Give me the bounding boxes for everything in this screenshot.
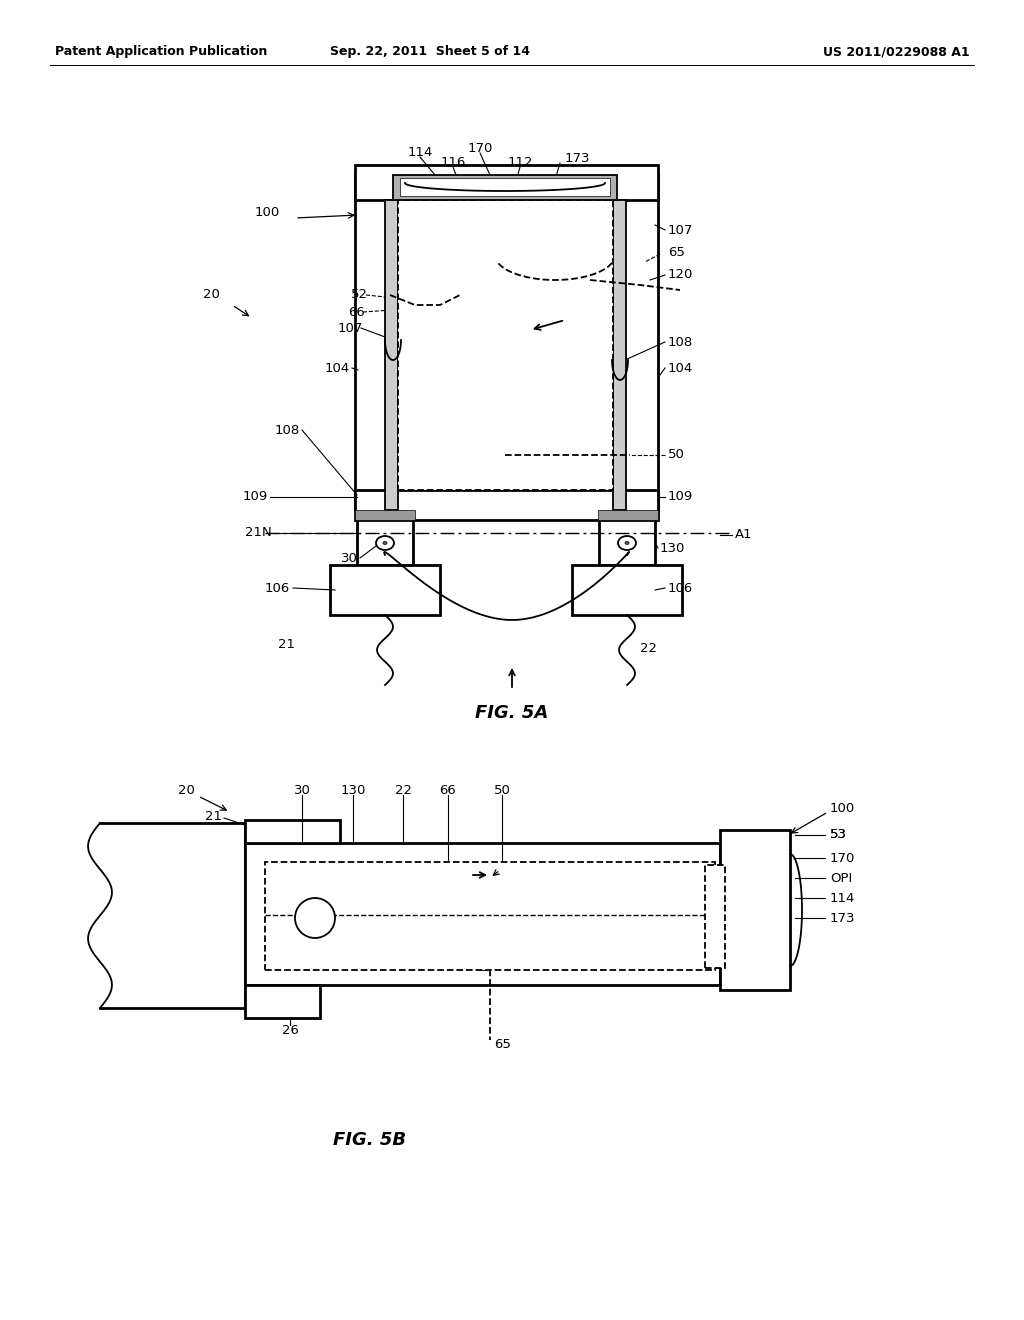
Text: 109: 109 (668, 491, 693, 503)
Text: 20: 20 (203, 289, 220, 301)
Bar (245, 985, 319, 1018)
Text: 106: 106 (668, 582, 693, 594)
Text: 20: 20 (178, 784, 195, 796)
Bar (599, 520, 655, 565)
Text: 22: 22 (640, 642, 657, 655)
Bar (393, 176, 617, 201)
Text: 170: 170 (467, 141, 493, 154)
Bar (720, 830, 790, 990)
Text: 107: 107 (338, 322, 362, 334)
Text: 108: 108 (274, 424, 300, 437)
Text: US 2011/0229088 A1: US 2011/0229088 A1 (823, 45, 970, 58)
Text: 104: 104 (668, 362, 693, 375)
Bar (355, 165, 658, 201)
Bar (355, 510, 415, 520)
Ellipse shape (618, 536, 636, 550)
Bar (385, 201, 398, 510)
Text: 104: 104 (325, 362, 350, 375)
Bar (355, 490, 658, 520)
Text: 53: 53 (830, 829, 847, 842)
Text: 30: 30 (341, 552, 358, 565)
Bar (398, 201, 613, 490)
Bar (572, 565, 682, 615)
Text: 173: 173 (565, 152, 591, 165)
Text: 66: 66 (348, 305, 365, 318)
Text: 22: 22 (394, 784, 412, 796)
Text: 120: 120 (668, 268, 693, 281)
Text: 108: 108 (668, 335, 693, 348)
Bar (357, 520, 413, 565)
Text: 52: 52 (351, 289, 368, 301)
Bar (330, 565, 440, 615)
Text: 66: 66 (439, 784, 457, 796)
Bar (355, 176, 415, 510)
Text: 130: 130 (660, 541, 685, 554)
Text: 53: 53 (830, 829, 847, 842)
Bar (245, 843, 720, 985)
Text: 26: 26 (282, 1023, 298, 1036)
Text: 112: 112 (507, 156, 532, 169)
Text: 130: 130 (340, 784, 366, 796)
Text: Sep. 22, 2011  Sheet 5 of 14: Sep. 22, 2011 Sheet 5 of 14 (330, 45, 530, 58)
Ellipse shape (383, 541, 387, 544)
Text: 100: 100 (255, 206, 280, 219)
Bar (705, 865, 725, 968)
Bar (598, 510, 658, 520)
Text: 21: 21 (278, 639, 295, 652)
Text: 114: 114 (408, 145, 433, 158)
Bar (400, 178, 610, 195)
Text: FIG. 5A: FIG. 5A (475, 704, 549, 722)
Text: 21N: 21N (246, 527, 272, 540)
Text: 170: 170 (830, 851, 855, 865)
Circle shape (295, 898, 335, 939)
Text: 116: 116 (440, 156, 466, 169)
Text: 65: 65 (668, 247, 685, 260)
Text: OPI: OPI (830, 871, 852, 884)
Text: 50: 50 (494, 784, 510, 796)
Text: 107: 107 (668, 223, 693, 236)
Text: FIG. 5B: FIG. 5B (334, 1131, 407, 1148)
Text: 173: 173 (830, 912, 855, 924)
Text: 106: 106 (265, 582, 290, 594)
Ellipse shape (625, 541, 629, 544)
Text: 114: 114 (830, 891, 855, 904)
Text: 50: 50 (668, 449, 685, 462)
Bar (245, 820, 340, 843)
Text: A1: A1 (735, 528, 753, 541)
Text: 109: 109 (243, 491, 268, 503)
Bar (613, 201, 626, 510)
Text: 30: 30 (294, 784, 310, 796)
Ellipse shape (376, 536, 394, 550)
Text: 65: 65 (495, 1039, 511, 1052)
Text: 100: 100 (830, 801, 855, 814)
Bar (598, 176, 658, 510)
Bar (265, 862, 715, 970)
Text: 21: 21 (205, 810, 222, 824)
Text: Patent Application Publication: Patent Application Publication (55, 45, 267, 58)
